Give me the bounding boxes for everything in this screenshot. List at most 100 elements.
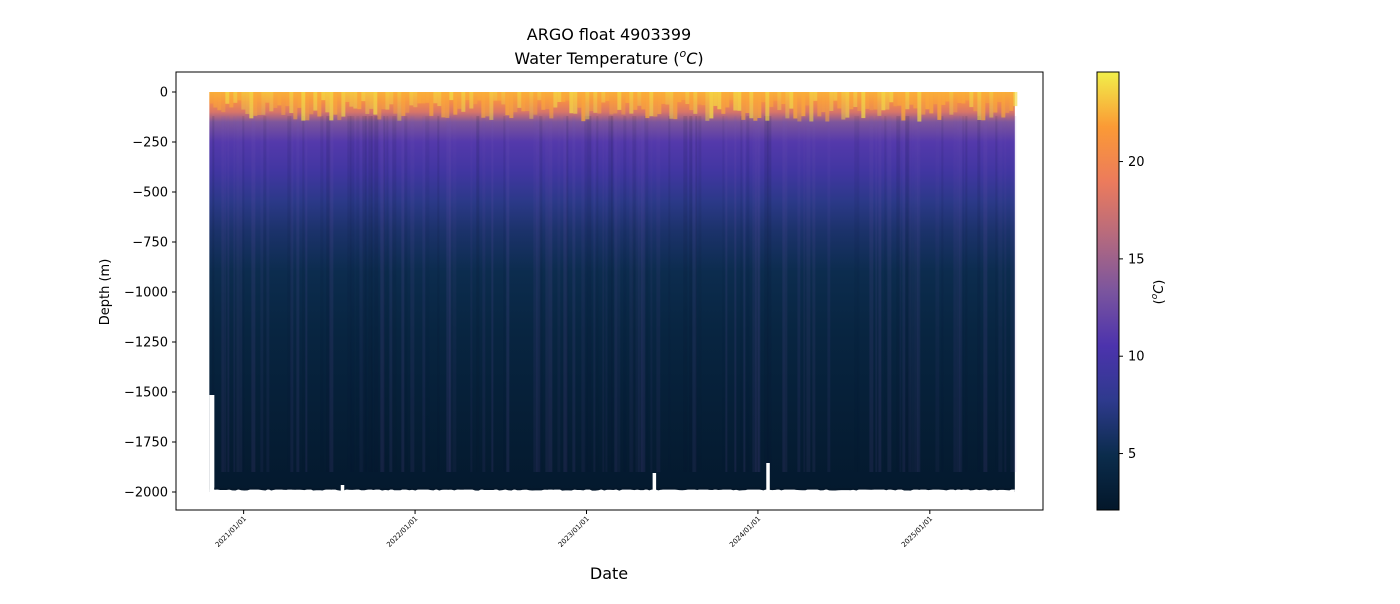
surface-patch bbox=[333, 92, 338, 115]
chart-subtitle-unit-sup: o bbox=[679, 47, 686, 60]
profile-streak bbox=[242, 116, 245, 472]
profile-streak bbox=[584, 116, 588, 472]
surface-patch bbox=[665, 92, 670, 105]
surface-patch bbox=[253, 92, 258, 116]
surface-patch bbox=[605, 92, 610, 102]
profile-streak bbox=[557, 116, 561, 472]
surface-patch bbox=[805, 92, 810, 106]
profile-streak bbox=[884, 116, 887, 472]
profile-streak bbox=[632, 116, 637, 472]
surface-patch bbox=[465, 92, 470, 101]
surface-patch bbox=[469, 92, 474, 109]
profile-streak bbox=[572, 116, 576, 472]
y-tick-label: 0 bbox=[160, 86, 168, 101]
profile-streak bbox=[650, 116, 653, 472]
profile-streak bbox=[359, 116, 364, 472]
surface-patch bbox=[281, 92, 286, 115]
surface-patch bbox=[313, 92, 318, 111]
surface-patch bbox=[977, 92, 982, 121]
surface-patch bbox=[1013, 92, 1018, 107]
profile-streak bbox=[371, 116, 374, 472]
surface-patch bbox=[925, 92, 930, 110]
surface-patch bbox=[285, 92, 290, 107]
profile-streak bbox=[857, 116, 860, 472]
surface-patch bbox=[793, 92, 798, 119]
colorbar-tick-label: 15 bbox=[1128, 252, 1145, 267]
profile-streak bbox=[449, 116, 452, 472]
surface-patch bbox=[725, 92, 730, 108]
profile-streak bbox=[878, 116, 882, 472]
surface-patch bbox=[953, 92, 958, 113]
surface-patch bbox=[413, 92, 418, 108]
surface-patch bbox=[381, 92, 386, 110]
surface-patch bbox=[477, 92, 482, 101]
surface-patch bbox=[645, 92, 650, 119]
surface-patch bbox=[385, 92, 390, 110]
profile-streak bbox=[263, 116, 267, 472]
profile-streak bbox=[581, 116, 586, 472]
profile-streak bbox=[782, 116, 786, 472]
surface-patch bbox=[653, 92, 658, 117]
profile-streak bbox=[326, 116, 331, 472]
y-axis-label: Depth (m) bbox=[98, 259, 113, 326]
surface-patch bbox=[501, 92, 506, 105]
profile-streak bbox=[425, 116, 430, 472]
profile-streak bbox=[545, 116, 549, 472]
surface-patch bbox=[649, 92, 654, 117]
surface-patch bbox=[673, 92, 678, 120]
profile-streak bbox=[506, 116, 510, 472]
surface-patch bbox=[777, 92, 782, 111]
surface-patch bbox=[629, 92, 634, 114]
surface-patch bbox=[845, 92, 850, 118]
surface-patch bbox=[421, 92, 426, 104]
colorbar-label-sup: o bbox=[1150, 293, 1160, 299]
profile-streak bbox=[329, 116, 334, 472]
surface-patch bbox=[369, 92, 374, 109]
surface-patch bbox=[697, 92, 702, 105]
y-tick-label: −750 bbox=[132, 236, 168, 251]
surface-patch bbox=[289, 92, 294, 114]
surface-patch bbox=[801, 92, 806, 117]
surface-patch bbox=[601, 92, 606, 103]
surface-patch bbox=[873, 92, 878, 110]
profile-streak bbox=[758, 116, 761, 472]
profile-streak bbox=[437, 116, 440, 472]
surface-patch bbox=[1009, 92, 1014, 111]
profile-streak bbox=[812, 116, 816, 472]
surface-patch bbox=[597, 92, 602, 114]
surface-patch bbox=[473, 92, 478, 105]
profile-streak bbox=[548, 116, 553, 472]
surface-patch bbox=[221, 92, 226, 113]
surface-patch bbox=[709, 92, 714, 119]
profile-streak bbox=[995, 116, 998, 472]
surface-patch bbox=[553, 92, 558, 108]
surface-patch bbox=[237, 92, 242, 101]
profile-streak bbox=[722, 116, 725, 472]
surface-patch bbox=[901, 92, 906, 121]
surface-patch bbox=[457, 92, 462, 109]
surface-patch bbox=[521, 92, 526, 112]
temperature-field bbox=[209, 92, 1015, 492]
surface-patch bbox=[945, 92, 950, 102]
surface-patch bbox=[397, 92, 402, 121]
surface-patch bbox=[745, 92, 750, 114]
surface-patch bbox=[449, 92, 454, 101]
surface-patch bbox=[937, 92, 942, 120]
surface-patch bbox=[817, 92, 822, 117]
profile-streak bbox=[977, 116, 981, 472]
x-tick-label: 2024/01/01 bbox=[728, 515, 762, 549]
surface-patch bbox=[741, 92, 746, 120]
surface-patch bbox=[417, 92, 422, 104]
surface-patch bbox=[437, 92, 442, 107]
colorbar-tick-label: 10 bbox=[1128, 350, 1145, 365]
surface-patch bbox=[853, 92, 858, 108]
surface-patch bbox=[757, 92, 762, 118]
surface-patch bbox=[393, 92, 398, 114]
surface-patch bbox=[657, 92, 662, 115]
surface-patch bbox=[345, 92, 350, 102]
surface-patch bbox=[1005, 92, 1010, 113]
profile-streak bbox=[383, 116, 386, 472]
surface-patch bbox=[329, 92, 334, 121]
profile-streak bbox=[539, 116, 543, 472]
surface-patch bbox=[273, 92, 278, 108]
